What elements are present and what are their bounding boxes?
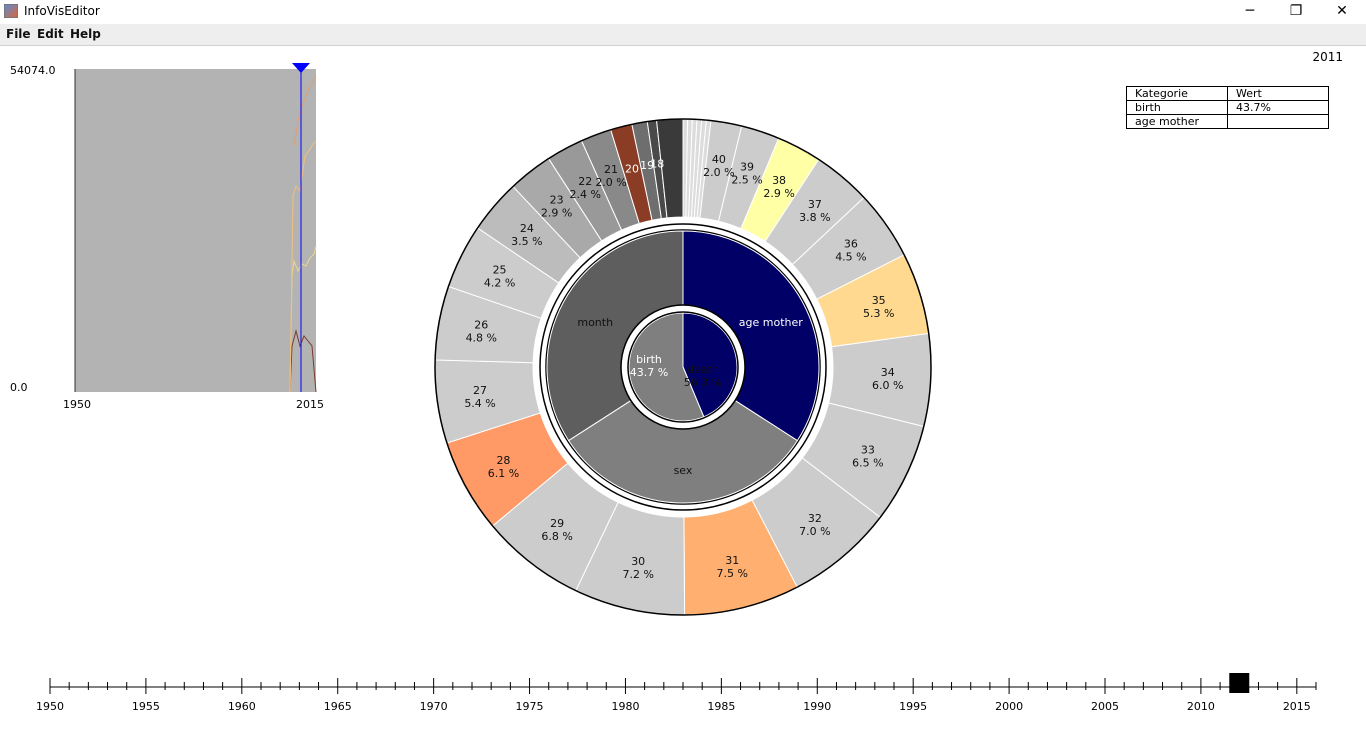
- sunburst-chart[interactable]: 40 2.0 % 39 2.5 % 38 2.9 %37 3.8 %36 4.5 % 35 5.3…: [423, 107, 943, 627]
- timeline-label: 1955: [132, 700, 160, 713]
- timeline-label: 1985: [707, 700, 735, 713]
- mini-chart-xstart: 1950: [63, 398, 91, 411]
- table-row: age mother: [1126, 114, 1329, 129]
- row-value: 43.7%: [1227, 100, 1329, 115]
- outer-segment-label: 30 7.2 %: [622, 555, 653, 581]
- outer-segment-label: 25 4.2 %: [484, 263, 515, 289]
- outer-segment-label: 27 5.4 %: [464, 384, 495, 410]
- timeline-label: 1995: [899, 700, 927, 713]
- outer-segment-label: 40 2.0 %: [703, 153, 734, 179]
- outer-segment-label: 24 3.5 %: [511, 222, 542, 248]
- middle-segment-label: sex: [674, 464, 693, 477]
- header-wert: Wert: [1227, 86, 1329, 101]
- outer-segment-label: 37 3.8 %: [799, 198, 830, 224]
- minimize-button[interactable]: ─: [1245, 3, 1255, 19]
- mini-chart-ymin: 0.0: [10, 381, 28, 394]
- outer-segment-label: 28 6.1 %: [488, 454, 519, 480]
- inner-segment-label: death 56.3 %: [684, 363, 722, 389]
- info-table-header: Kategorie Wert: [1126, 86, 1329, 101]
- timeline-label: 1950: [36, 700, 64, 713]
- timeline-label: 2010: [1187, 700, 1215, 713]
- middle-segment-label: month: [577, 316, 613, 329]
- outer-segment-label: 38 2.9 %: [763, 174, 794, 200]
- sunburst-labels: 40 2.0 % 39 2.5 % 38 2.9 %37 3.8 %36 4.5 % 35 5.3…: [464, 153, 903, 581]
- mini-chart-ymax: 54074.0: [10, 64, 56, 77]
- outer-ring-border: [434, 118, 932, 616]
- timeline-thumb[interactable]: [1229, 673, 1250, 693]
- menu-edit[interactable]: Edit: [37, 27, 64, 41]
- outer-segment-label: 32 7.0 %: [799, 512, 830, 538]
- menu-bar: File Edit Help: [0, 24, 1366, 46]
- inner-ring: [627, 311, 739, 423]
- title-bar: InfoVisEditor ─ ❐ ✕: [0, 0, 1366, 24]
- mini-chart-series-line: [289, 245, 317, 393]
- middle-segment-label: age mother: [739, 316, 803, 329]
- java-app-icon: [4, 4, 18, 18]
- row-category: age mother: [1126, 114, 1228, 129]
- main-canvas: 2011 Kategorie Wert birth 43.7% age moth…: [0, 46, 1366, 735]
- timeline-label: 2000: [995, 700, 1023, 713]
- outer-segment-label: 31 7.5 %: [716, 554, 747, 580]
- timeline-label: 1990: [803, 700, 831, 713]
- inner-segment[interactable]: [628, 312, 705, 422]
- outer-segment-label: 18: [650, 158, 664, 171]
- mini-chart-series-line: [289, 140, 317, 393]
- timeline-label: 1970: [420, 700, 448, 713]
- timeline-label: 2005: [1091, 700, 1119, 713]
- menu-help[interactable]: Help: [70, 27, 101, 41]
- year-timeline-slider[interactable]: 1950 1955 1960 1965 1970 1975 1980 1985 1990 1995…: [0, 668, 1366, 728]
- header-kategorie: Kategorie: [1126, 86, 1228, 101]
- maximize-button[interactable]: ❐: [1289, 3, 1303, 19]
- timeline-label: 1965: [324, 700, 352, 713]
- outer-segment-label: 33 6.5 %: [852, 444, 883, 470]
- mini-chart-series-line: [289, 329, 317, 393]
- outer-segment-label: 19: [640, 159, 654, 172]
- timeline-ticks: [49, 678, 1317, 694]
- mini-chart-plot-area: [75, 69, 316, 392]
- middle-ring-outline: [545, 229, 821, 505]
- outer-segment-label: 26 4.8 %: [466, 318, 497, 344]
- outer-segment-label: 35 5.3 %: [863, 294, 894, 320]
- table-row: birth 43.7%: [1126, 100, 1329, 115]
- middle-ring: [545, 229, 821, 505]
- outer-segment-label: 22 2.4 %: [569, 175, 600, 201]
- close-button[interactable]: ✕: [1336, 3, 1348, 19]
- outer-segment-label: 29 6.8 %: [541, 517, 572, 543]
- row-value: [1227, 114, 1329, 129]
- outer-segment-label: 20: [625, 162, 639, 175]
- row-category: birth: [1126, 100, 1228, 115]
- outer-segment-label: 34 6.0 %: [872, 366, 903, 392]
- mini-chart-series-line: [293, 75, 317, 147]
- outer-segment-label: 23 2.9 %: [541, 194, 572, 220]
- timeline-labels: 1950 1955 1960 1965 1970 1975 1980 1985 1990 1995…: [36, 700, 1311, 713]
- inner-segment-label: birth 43.7 %: [630, 353, 668, 379]
- outer-segment-label: 39 2.5 %: [731, 160, 762, 186]
- timeline-label: 1980: [611, 700, 639, 713]
- mini-chart-xend: 2015: [296, 398, 324, 411]
- mini-timeseries-chart[interactable]: 54074.0 0.0 1950 2015: [0, 46, 340, 416]
- menu-file[interactable]: File: [6, 27, 31, 41]
- timeline-label: 1960: [228, 700, 256, 713]
- inner-segment[interactable]: [682, 312, 738, 418]
- year-cursor-handle-icon[interactable]: [292, 63, 310, 73]
- outer-segment-label: 36 4.5 %: [835, 237, 866, 263]
- info-table: Kategorie Wert birth 43.7% age mother: [1126, 86, 1329, 129]
- outer-segment-label: 21 2.0 %: [595, 163, 626, 189]
- current-year-label: 2011: [1312, 50, 1343, 64]
- timeline-label: 2015: [1283, 700, 1311, 713]
- inner-ring-outline: [627, 311, 739, 423]
- outer-ring: [434, 118, 932, 616]
- window-title: InfoVisEditor: [24, 4, 100, 18]
- timeline-label: 1975: [516, 700, 544, 713]
